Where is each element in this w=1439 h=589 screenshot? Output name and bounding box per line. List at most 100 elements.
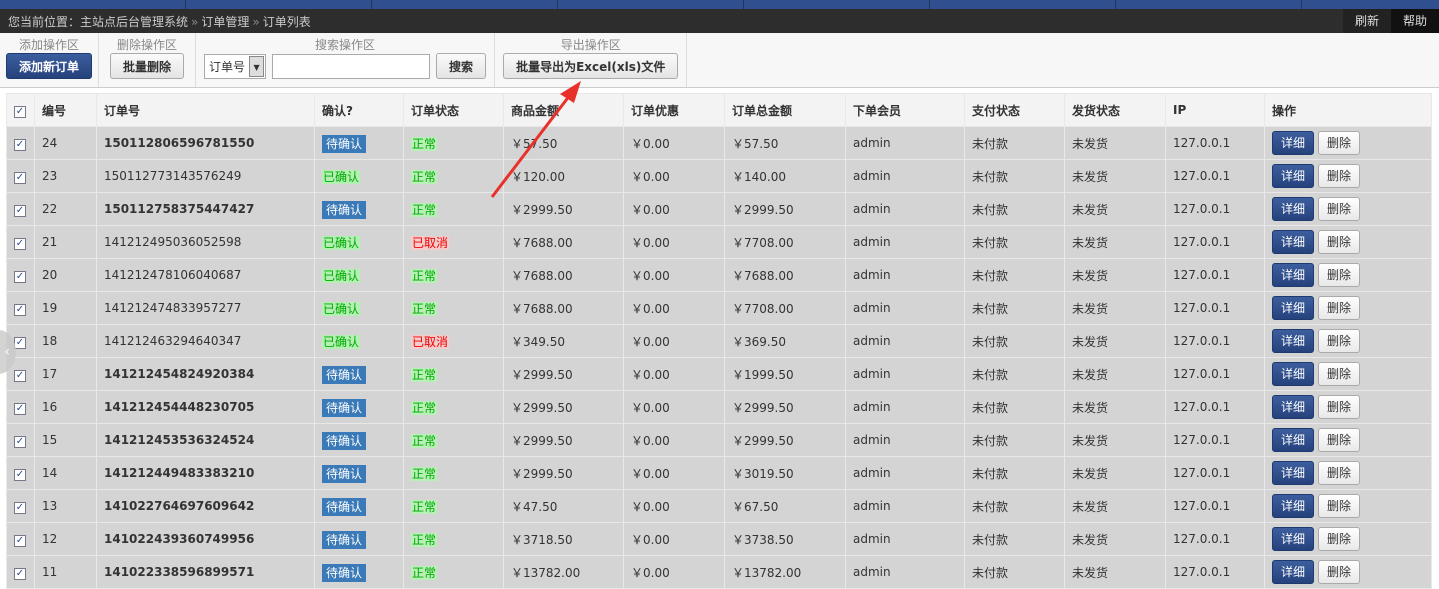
ip-value: 127.0.0.1 <box>1173 499 1231 513</box>
detail-button[interactable]: 详细 <box>1272 428 1315 452</box>
ip-value: 127.0.0.1 <box>1173 202 1231 216</box>
row-checkbox[interactable]: ✓ <box>14 336 26 349</box>
cell-id: 20 <box>34 258 97 292</box>
search-field-select[interactable]: 订单号 ▼ <box>204 53 267 79</box>
cell-total: ￥57.50 <box>724 126 846 160</box>
table-row: ✓ 19 141212474833957277 已确认 正常 ￥7688.00 ￥0.00 ￥… <box>6 291 1432 325</box>
cell-member: admin <box>845 159 965 193</box>
search-group: 搜索操作区 订单号 ▼ 搜索 <box>196 33 496 87</box>
cell-status: 正常 <box>403 522 504 556</box>
discount-value: ￥0.00 <box>631 235 670 250</box>
delete-row-button[interactable]: 删除 <box>1318 560 1361 584</box>
confirm-value: 已确认 <box>322 268 361 283</box>
delete-row-button[interactable]: 删除 <box>1318 296 1361 320</box>
cell-confirm: 待确认 <box>314 489 404 523</box>
delete-row-button[interactable]: 删除 <box>1318 494 1361 518</box>
row-checkbox[interactable]: ✓ <box>14 501 26 514</box>
row-checkbox[interactable]: ✓ <box>14 270 26 283</box>
row-checkbox[interactable]: ✓ <box>14 237 26 250</box>
delete-row-button[interactable]: 删除 <box>1318 230 1361 254</box>
confirm-value: 待确认 <box>322 563 367 582</box>
cell-confirm: 已确认 <box>314 159 404 193</box>
row-checkbox[interactable]: ✓ <box>14 567 26 580</box>
select-all-checkbox[interactable]: ✓ <box>14 105 26 118</box>
detail-button[interactable]: 详细 <box>1272 362 1315 386</box>
column-header: IP <box>1165 93 1265 127</box>
cell-discount: ￥0.00 <box>623 192 725 226</box>
row-checkbox[interactable]: ✓ <box>14 534 26 547</box>
row-checkbox[interactable]: ✓ <box>14 435 26 448</box>
row-checkbox[interactable]: ✓ <box>14 369 26 382</box>
id-value: 11 <box>42 565 58 579</box>
row-checkbox[interactable]: ✓ <box>14 303 26 316</box>
delete-row-button[interactable]: 删除 <box>1318 461 1361 485</box>
delete-row-button[interactable]: 删除 <box>1318 329 1361 353</box>
row-checkbox[interactable]: ✓ <box>14 204 26 217</box>
cell-discount: ￥0.00 <box>623 522 725 556</box>
detail-button[interactable]: 详细 <box>1272 263 1315 287</box>
refresh-button[interactable]: 刷新 <box>1342 9 1391 33</box>
pay-value: 未付款 <box>972 466 1009 481</box>
cell-pay: 未付款 <box>964 192 1065 226</box>
batch-delete-button[interactable]: 批量删除 <box>110 53 185 79</box>
row-checkbox[interactable]: ✓ <box>14 402 26 415</box>
cell-ip: 127.0.0.1 <box>1165 258 1265 292</box>
row-checkbox[interactable]: ✓ <box>14 468 26 481</box>
cell-id: 14 <box>34 456 97 490</box>
order-no-value: 141022439360749956 <box>104 532 255 546</box>
discount-value: ￥0.00 <box>631 301 670 316</box>
column-header: 订单优惠 <box>623 93 725 127</box>
delete-row-button[interactable]: 删除 <box>1318 263 1361 287</box>
goods-value: ￥2999.50 <box>511 433 573 448</box>
delete-row-button[interactable]: 删除 <box>1318 362 1361 386</box>
discount-value: ￥0.00 <box>631 565 670 580</box>
cell-member: admin <box>845 456 965 490</box>
cell-member: admin <box>845 324 965 358</box>
goods-value: ￥13782.00 <box>511 565 581 580</box>
delete-row-button[interactable]: 删除 <box>1318 197 1361 221</box>
order-no-value: 141022338596899571 <box>104 565 255 579</box>
dropdown-arrow-icon[interactable]: ▼ <box>249 55 265 77</box>
table-row: ✓ 13 141022764697609642 待确认 正常 ￥47.50 ￥0.00 ￥67… <box>6 489 1432 523</box>
delete-row-button[interactable]: 删除 <box>1318 395 1361 419</box>
breadcrumb-item[interactable]: 主站点后台管理系统 <box>80 14 189 29</box>
status-value: 正常 <box>411 268 438 283</box>
status-value: 正常 <box>411 433 438 448</box>
detail-button[interactable]: 详细 <box>1272 230 1315 254</box>
detail-button[interactable]: 详细 <box>1272 296 1315 320</box>
id-value: 21 <box>42 235 58 249</box>
cell-discount: ￥0.00 <box>623 390 725 424</box>
delete-row-button[interactable]: 删除 <box>1318 164 1361 188</box>
add-order-button[interactable]: 添加新订单 <box>6 53 93 79</box>
row-checkbox[interactable]: ✓ <box>14 171 26 184</box>
collapse-sidebar-handle[interactable]: ‹ <box>0 330 16 374</box>
search-button[interactable]: 搜索 <box>436 53 487 79</box>
cell-id: 12 <box>34 522 97 556</box>
detail-button[interactable]: 详细 <box>1272 494 1315 518</box>
help-button[interactable]: 帮助 <box>1390 9 1439 33</box>
detail-button[interactable]: 详细 <box>1272 395 1315 419</box>
row-checkbox[interactable]: ✓ <box>14 138 26 151</box>
delete-row-button[interactable]: 删除 <box>1318 527 1361 551</box>
delete-row-button[interactable]: 删除 <box>1318 428 1361 452</box>
detail-button[interactable]: 详细 <box>1272 197 1315 221</box>
cell-goods: ￥57.50 <box>503 126 624 160</box>
delete-row-button[interactable]: 删除 <box>1318 131 1361 155</box>
export-excel-button[interactable]: 批量导出为Excel(xls)文件 <box>503 53 679 79</box>
detail-button[interactable]: 详细 <box>1272 461 1315 485</box>
top-nav-strip <box>0 0 1439 9</box>
order-no-value: 141212478106040687 <box>104 268 242 282</box>
member-value: admin <box>853 433 891 447</box>
detail-button[interactable]: 详细 <box>1272 329 1315 353</box>
cell-order-no: 141212474833957277 <box>96 291 315 325</box>
cell-pay: 未付款 <box>964 522 1065 556</box>
cell-discount: ￥0.00 <box>623 324 725 358</box>
breadcrumb-item[interactable]: 订单管理 <box>201 14 250 29</box>
cell-actions: 详细 删除 <box>1264 489 1432 523</box>
detail-button[interactable]: 详细 <box>1272 560 1315 584</box>
detail-button[interactable]: 详细 <box>1272 131 1315 155</box>
confirm-value: 待确认 <box>322 530 367 549</box>
detail-button[interactable]: 详细 <box>1272 164 1315 188</box>
detail-button[interactable]: 详细 <box>1272 527 1315 551</box>
search-input[interactable] <box>272 53 431 79</box>
